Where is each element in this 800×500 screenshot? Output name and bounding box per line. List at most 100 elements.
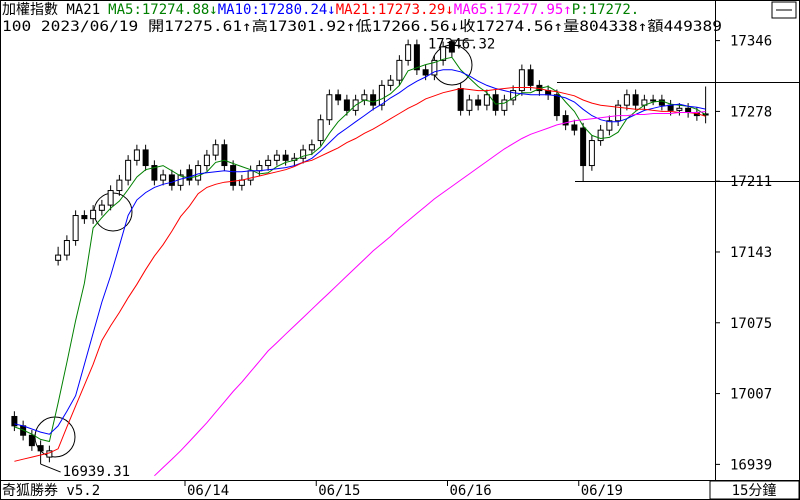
candle-body	[273, 154, 280, 161]
candle-body	[72, 215, 79, 242]
candle-body	[553, 94, 560, 117]
candle-body	[195, 165, 202, 181]
x-tick-label: 06/15	[318, 483, 360, 499]
candle-body	[378, 84, 385, 106]
annotation-leader	[40, 463, 61, 473]
annotation: 16939.31	[63, 464, 130, 480]
candle-body	[370, 94, 377, 106]
candle-body	[142, 149, 149, 167]
candle-body	[300, 149, 307, 159]
header-indicator: MA5:17274.88↓	[108, 2, 218, 18]
header-indicator: MA21:17273.29↓	[336, 2, 454, 18]
x-tick-label: 06/19	[581, 483, 623, 499]
period-box[interactable]	[709, 480, 800, 500]
candle-body	[405, 44, 412, 61]
candle-body	[440, 46, 447, 61]
candle-body	[81, 215, 88, 220]
candle-body	[203, 154, 210, 167]
candle-body	[615, 104, 622, 122]
candle-body	[413, 44, 420, 71]
candle-body	[151, 165, 158, 181]
y-tick-label: 17211	[730, 174, 772, 190]
candle-body	[562, 115, 569, 126]
candle-body	[343, 99, 350, 111]
candle-body	[28, 434, 35, 447]
candle-body	[238, 179, 245, 186]
y-tick-label: 17143	[730, 245, 772, 261]
candle-body	[667, 104, 674, 111]
candle-body	[527, 69, 534, 86]
ma-line	[14, 87, 706, 462]
candle-body	[98, 204, 105, 211]
ma-line	[14, 69, 706, 435]
candle-body	[571, 124, 578, 131]
candle-body	[107, 190, 114, 206]
candle-body	[396, 59, 403, 81]
candle-body	[186, 169, 193, 181]
candle-body	[510, 90, 517, 101]
header-ohlc: 100 2023/06/19 開17275.61↑高17301.92↑低1726…	[2, 18, 722, 35]
header-title: 加權指數 MA21	[2, 2, 100, 18]
candle-body	[632, 94, 639, 106]
candle-body	[588, 140, 595, 167]
candle-body	[317, 119, 324, 142]
candle-body	[90, 209, 97, 220]
x-tick-label: 06/16	[450, 483, 492, 499]
candle-body	[448, 41, 455, 53]
y-tick-label: 17075	[730, 316, 772, 332]
y-tick-label: 17346	[730, 34, 772, 50]
candle-body	[597, 129, 604, 142]
ma-line	[14, 56, 706, 443]
header-indicator: MA65:17277.95↑	[454, 2, 572, 18]
y-tick-label: 17278	[730, 104, 772, 120]
candle-body	[492, 94, 499, 111]
candle-body	[422, 69, 429, 76]
candle-body	[212, 144, 219, 156]
header-indicator: MA10:17280.24↓	[218, 2, 336, 18]
candle-body	[335, 94, 342, 101]
candle-body	[650, 99, 657, 102]
candle-body	[475, 99, 482, 106]
candle-body	[387, 79, 394, 86]
candle-body	[466, 99, 473, 111]
annotation: 17346.32	[428, 36, 495, 52]
candle-body	[676, 107, 683, 111]
ma-line	[154, 111, 706, 477]
candle-body	[361, 94, 368, 101]
candle-body	[518, 69, 525, 92]
candle-body	[457, 88, 464, 111]
candle-body	[37, 445, 44, 452]
plot	[11, 39, 709, 477]
candle-body	[431, 59, 438, 76]
candle-body	[256, 165, 263, 172]
candle-body	[265, 159, 272, 167]
candle-body	[685, 107, 692, 113]
candle-body	[326, 94, 333, 121]
candle-body	[658, 99, 665, 106]
y-tick-label: 17007	[730, 387, 772, 403]
candle-body	[133, 149, 140, 161]
candle-body	[282, 154, 289, 161]
candle-body	[606, 120, 613, 131]
header-indicator: P:17272.	[572, 2, 639, 18]
candle-body	[623, 94, 630, 106]
candle-body	[230, 165, 237, 186]
candle-body	[160, 174, 167, 181]
candle-body	[483, 94, 490, 106]
y-tick-label: 16939	[730, 457, 772, 473]
footer: 奇狐勝券 v5.2	[2, 482, 100, 499]
candle-body	[221, 144, 228, 167]
candle-body	[308, 144, 315, 151]
candle-body	[63, 240, 70, 256]
period-label: 15分鐘	[732, 482, 777, 499]
candle-body	[116, 179, 123, 192]
candle-body	[580, 127, 587, 167]
header: 加權指數 MA21 MA5:17274.88↓MA10:17280.24↓MA21…	[2, 2, 639, 18]
candle-body	[501, 99, 508, 111]
candle-body	[125, 159, 132, 181]
candle-body	[168, 174, 175, 186]
candle-body	[11, 415, 18, 427]
candle-body	[55, 254, 62, 261]
x-tick-label: 06/14	[187, 483, 229, 499]
